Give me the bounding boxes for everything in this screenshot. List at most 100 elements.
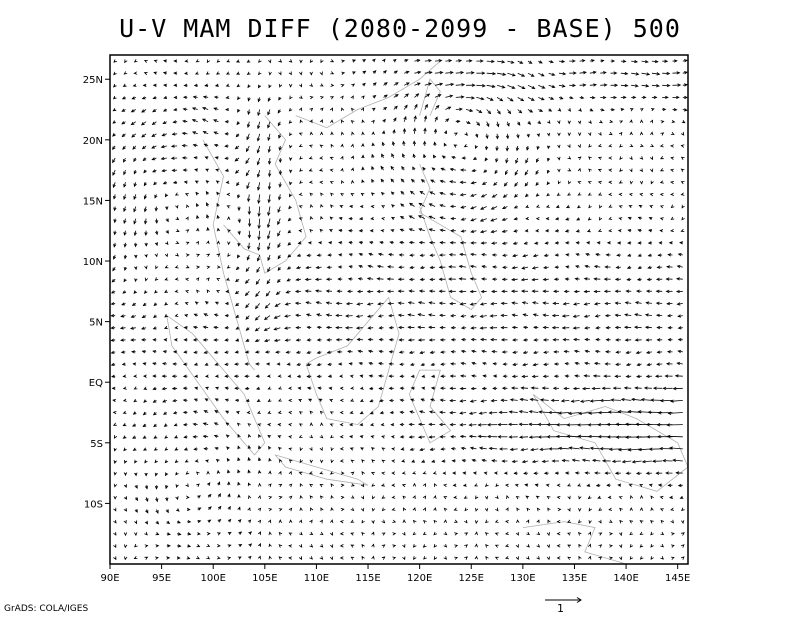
wind-vector [449,167,456,172]
wind-vector [352,71,356,75]
wind-vector [181,131,188,136]
wind-vector [133,206,137,213]
wind-vector [397,277,405,281]
wind-vector [475,507,479,512]
wind-vector [452,471,456,475]
wind-vector [327,362,332,366]
wind-vector [216,290,220,294]
wind-vector [412,531,417,536]
wind-vector [362,82,366,87]
wind-vector [600,83,608,87]
wind-vector [671,119,676,124]
wind-vector [650,531,654,536]
wind-vector [360,483,365,488]
wind-vector [319,83,324,87]
wind-vector [449,192,456,196]
wind-vector [670,519,674,524]
wind-vector [386,277,394,281]
wind-vector [603,289,611,294]
wind-vector [369,422,374,427]
wind-vector [403,93,410,98]
wind-vector [299,119,303,124]
wind-vector [130,109,136,113]
wind-vector [428,241,436,245]
wind-vector [428,289,436,293]
wind-vector [165,472,169,477]
wind-vector [163,411,168,415]
wind-vector [420,398,425,402]
wind-vector [361,95,365,100]
wind-vector [133,555,138,559]
wind-vector [247,97,251,102]
wind-vector [392,556,397,560]
wind-vector [409,447,415,451]
wind-vector [513,471,518,475]
wind-vector [175,508,180,512]
wind-vector [371,459,376,463]
wind-vector [144,556,149,560]
wind-vector [356,337,363,342]
wind-vector [166,520,171,525]
wind-vector [213,434,219,438]
wind-vector [264,350,271,354]
wind-vector [130,326,136,330]
wind-vector [153,435,158,439]
wind-vector [205,190,210,195]
wind-vector [604,471,611,475]
wind-vector [428,325,436,330]
wind-vector [224,374,229,378]
wind-vector [376,277,384,281]
wind-vector [461,156,467,160]
wind-vector [609,544,614,548]
wind-vector [536,157,540,163]
wind-vector [557,411,570,415]
wind-vector [555,204,560,209]
wind-vector [566,434,580,438]
wind-vector [185,241,190,245]
x-tick-label: 90E [100,573,119,584]
wind-vector [631,59,639,64]
wind-vector [245,303,250,309]
wind-vector [399,386,405,390]
wind-vector [435,59,443,63]
wind-vector [184,59,189,63]
wind-vector [196,483,200,487]
wind-vector [392,58,397,63]
wind-vector [142,83,147,87]
wind-vector [390,229,395,233]
wind-vector [558,72,567,76]
wind-vector [669,495,674,499]
wind-vector [166,544,171,548]
wind-vector [330,495,334,499]
wind-vector [319,543,324,548]
wind-vector [319,495,324,500]
wind-vector [470,386,477,391]
wind-vector [647,265,652,269]
wind-vector [662,459,673,463]
wind-vector [224,338,229,342]
wind-vector [289,132,293,137]
wind-vector [247,242,251,250]
wind-vector [628,483,633,487]
wind-vector [536,543,541,548]
wind-vector [598,532,603,536]
wind-vector [381,205,386,209]
wind-vector [144,290,148,295]
wind-vector [552,301,559,306]
wind-vector [122,435,127,439]
wind-vector [660,543,664,548]
wind-vector [608,168,613,172]
wind-vector [669,399,683,403]
wind-vector [132,435,136,439]
wind-vector [213,95,219,99]
wind-vector [527,121,532,125]
wind-vector [494,519,499,523]
wind-vector [484,495,489,500]
wind-vector [319,531,324,536]
wind-vector [423,127,427,134]
wind-vector [476,59,484,63]
wind-vector [505,145,509,152]
wind-vector [680,144,685,148]
wind-vector [236,422,241,427]
wind-vector [400,178,405,183]
